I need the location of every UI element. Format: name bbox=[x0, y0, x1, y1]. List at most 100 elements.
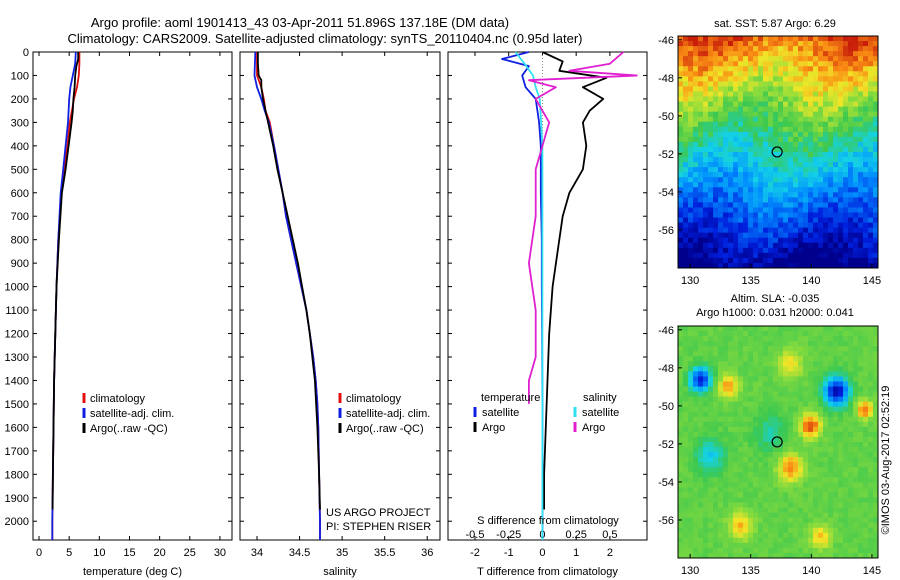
x-tick-label: 135 bbox=[742, 275, 760, 287]
series-s-satellite bbox=[514, 51, 544, 540]
x-tick-label: 1 bbox=[573, 547, 579, 559]
y-tick-label: -56 bbox=[658, 515, 674, 527]
x-tick-label: 0 bbox=[36, 547, 42, 559]
legend-label: satellite-adj. clim. bbox=[346, 408, 430, 420]
map-frame bbox=[677, 35, 879, 269]
sla-map-title-2: Argo h1000: 0.031 h2000: 0.041 bbox=[696, 307, 854, 319]
legend-label: Argo bbox=[582, 422, 605, 434]
x-tick-label: 145 bbox=[863, 565, 881, 577]
y-tick-label: 1700 bbox=[5, 446, 29, 458]
top-tick-label: -0.5 bbox=[465, 529, 484, 541]
salinity-annotation-2: PI: STEPHEN RISER bbox=[326, 521, 431, 533]
legend-title-temperature: temperature bbox=[481, 392, 540, 404]
title-line-1: Argo profile: aoml 1901413_43 03-Apr-201… bbox=[91, 15, 509, 30]
plot-frame bbox=[447, 51, 648, 541]
legend-label: climatology bbox=[90, 393, 146, 405]
y-tick-label: -50 bbox=[658, 401, 674, 413]
y-tick-label: 1800 bbox=[5, 469, 29, 481]
argo-location-marker bbox=[771, 436, 783, 448]
legend-label: satellite-adj. clim. bbox=[90, 408, 174, 420]
y-tick-label: -48 bbox=[658, 73, 674, 85]
legend-label: climatology bbox=[346, 393, 402, 405]
y-tick-label: -52 bbox=[658, 149, 674, 161]
x-tick-label: 2 bbox=[607, 547, 613, 559]
x-tick-label: 145 bbox=[863, 275, 881, 287]
series-satellite bbox=[253, 51, 321, 540]
top-tick-label: 0.5 bbox=[602, 529, 617, 541]
y-tick-label: -52 bbox=[658, 439, 674, 451]
sla-map-title-1: Altim. SLA: -0.035 bbox=[731, 293, 820, 305]
series-s-argo bbox=[528, 51, 638, 404]
y-tick-label: 400 bbox=[11, 141, 29, 153]
temperature-panel: 0100200300400500600700800900100011001200… bbox=[5, 47, 233, 578]
y-tick-label: -54 bbox=[658, 477, 674, 489]
plot-frame bbox=[32, 51, 233, 541]
y-tick-label: 1600 bbox=[5, 422, 29, 434]
x-tick-label: 35.5 bbox=[374, 547, 395, 559]
x-tick-label: 5 bbox=[66, 547, 72, 559]
top-tick-label: 0.25 bbox=[565, 529, 586, 541]
difference-panel: -2 -1 0 1 2 T difference from climatology -0.5… bbox=[447, 51, 648, 578]
x-tick-label: 140 bbox=[802, 275, 820, 287]
y-tick-label: 100 bbox=[11, 70, 29, 82]
x-tick-label: 35 bbox=[336, 547, 348, 559]
x-tick-label: 0 bbox=[539, 547, 545, 559]
x-tick-label: 10 bbox=[93, 547, 105, 559]
legend-label: Argo(..raw -QC) bbox=[90, 423, 168, 435]
title-line-2: Climatology: CARS2009. Satellite-adjuste… bbox=[68, 31, 583, 46]
y-tick-label: 1100 bbox=[5, 305, 29, 317]
y-tick-label: -48 bbox=[658, 363, 674, 375]
y-tick-label: 1200 bbox=[5, 329, 29, 341]
salinity-annotation-1: US ARGO PROJECT bbox=[326, 507, 431, 519]
x-tick-label: -1 bbox=[504, 547, 514, 559]
map-frame bbox=[677, 325, 879, 559]
series-argo bbox=[51, 52, 80, 510]
y-tick-label: 1500 bbox=[5, 399, 29, 411]
y-tick-label: 2000 bbox=[5, 516, 29, 528]
sla-map: 130 135 140 145 -46 -48 -50 -52 -54 -56 bbox=[658, 325, 881, 577]
x-tick-label: 36 bbox=[421, 547, 433, 559]
x-tick-label: 15 bbox=[123, 547, 135, 559]
x-axis-label: salinity bbox=[323, 566, 357, 578]
y-tick-label: -46 bbox=[658, 35, 674, 47]
x-tick-label: 25 bbox=[184, 547, 196, 559]
y-tick-label: -46 bbox=[658, 325, 674, 337]
y-tick-label: -56 bbox=[658, 225, 674, 237]
legend-label: satellite bbox=[582, 407, 619, 419]
legend-label: Argo bbox=[482, 422, 505, 434]
y-tick-label: 0 bbox=[23, 47, 29, 59]
y-tick-label: 1400 bbox=[5, 375, 29, 387]
sst-map-title: sat. SST: 5.87 Argo: 6.29 bbox=[714, 18, 836, 30]
series-t-argo bbox=[542, 51, 608, 510]
x-tick-label: 140 bbox=[802, 565, 820, 577]
diff-top-axis-label: S difference from climatology bbox=[477, 515, 619, 527]
imos-stamp: ©IMOS 03-Aug-2017 02:52:19 bbox=[880, 386, 892, 535]
map-field bbox=[678, 36, 878, 268]
y-tick-label: 900 bbox=[11, 258, 29, 270]
salinity-panel: 34 34.5 35 35.5 36 salinity climatology satelli… bbox=[239, 51, 441, 578]
x-axis-label: T difference from climatology bbox=[477, 566, 618, 578]
y-tick-label: 300 bbox=[11, 117, 29, 129]
y-tick-label: 600 bbox=[11, 188, 29, 200]
legend-label: Argo(..raw -QC) bbox=[346, 423, 424, 435]
x-tick-label: 20 bbox=[154, 547, 166, 559]
sst-map: 130 135 140 145 -46 -48 -50 -52 -54 -56 bbox=[658, 35, 881, 287]
y-tick-label: -50 bbox=[658, 111, 674, 123]
y-tick-label: -54 bbox=[658, 187, 674, 199]
top-tick-label: -0.25 bbox=[496, 529, 521, 541]
x-tick-label: 135 bbox=[742, 565, 760, 577]
y-tick-label: 1300 bbox=[5, 352, 29, 364]
x-tick-label: 130 bbox=[681, 275, 699, 287]
x-tick-label: -2 bbox=[470, 547, 480, 559]
y-tick-label: 200 bbox=[11, 94, 29, 106]
argo-location-marker bbox=[771, 146, 783, 158]
legend-label: satellite bbox=[482, 407, 519, 419]
y-tick-label: 800 bbox=[11, 235, 29, 247]
x-tick-label: 34 bbox=[251, 547, 263, 559]
x-tick-label: 30 bbox=[214, 547, 226, 559]
y-tick-label: 700 bbox=[11, 211, 29, 223]
y-tick-label: 500 bbox=[11, 164, 29, 176]
x-tick-label: 34.5 bbox=[289, 547, 310, 559]
x-axis-label: temperature (deg C) bbox=[83, 566, 182, 578]
